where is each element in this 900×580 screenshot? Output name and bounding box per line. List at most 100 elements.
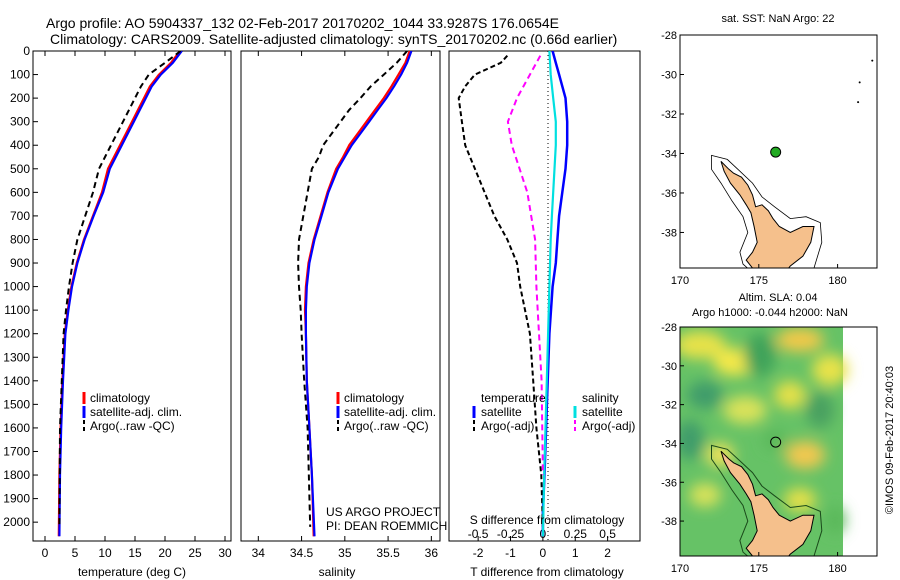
sst-map-xtick-label: 180 bbox=[828, 275, 846, 287]
argo-marker bbox=[770, 436, 782, 448]
temperature-ytick-label: 2000 bbox=[3, 515, 30, 529]
temperature-ytick-label: 200 bbox=[10, 91, 30, 105]
sst-map-ytick-label: -34 bbox=[661, 148, 677, 160]
sst-map-xtick-label: 175 bbox=[750, 275, 768, 287]
temperature-yticks: 0 100 200 300 400 500 600 700 800 900 1000 1100 1200… bbox=[3, 44, 38, 529]
legend-label-climatology: climatology bbox=[344, 391, 404, 405]
sst-map-ytick-label: -32 bbox=[661, 109, 677, 121]
sst-map-ytick-label: -38 bbox=[661, 227, 677, 239]
sla-map-xtick-label: 175 bbox=[750, 563, 768, 575]
temperature-xtick-label: 25 bbox=[188, 546, 202, 560]
credit-pi: PI: DEAN ROEMMICH bbox=[326, 519, 447, 533]
sst-map-frame bbox=[679, 34, 878, 269]
kermadec-island bbox=[871, 59, 874, 62]
legend-label-satellite: satellite-adj. clim. bbox=[344, 405, 436, 419]
difference-xtick-label-S: -0.25 bbox=[497, 527, 525, 541]
sla-map-frame bbox=[679, 326, 878, 557]
argo-line bbox=[297, 51, 408, 527]
temperature-ytick-label: 1200 bbox=[3, 327, 30, 341]
sla-blob bbox=[744, 333, 776, 377]
legend-label-t-argo: Argo(-adj) bbox=[481, 419, 534, 433]
temperature-ytick-label: 1700 bbox=[3, 444, 30, 458]
sla-map-xtick-label: 180 bbox=[828, 563, 846, 575]
salinity-xtick-label: 35.5 bbox=[376, 546, 400, 560]
difference-xtick-label-S: -0.5 bbox=[468, 527, 489, 541]
sla-blob bbox=[689, 483, 721, 507]
temperature-ytick-label: 300 bbox=[10, 115, 30, 129]
climatology-line bbox=[303, 51, 411, 537]
temperature-ytick-label: 1500 bbox=[3, 397, 30, 411]
difference-xlabel-S: S difference from climatology bbox=[470, 513, 625, 527]
difference-xtick-label-T: 0 bbox=[540, 546, 547, 560]
sla-blob bbox=[723, 396, 767, 424]
sla-blob bbox=[774, 381, 806, 409]
sla-blob bbox=[680, 331, 726, 359]
t-argo-line bbox=[457, 55, 544, 527]
sla-map-ytick-label: -38 bbox=[661, 516, 677, 528]
legend-label-climatology: climatology bbox=[90, 391, 150, 405]
difference-xlabel-T: T difference from climatology bbox=[470, 565, 624, 579]
temperature-ytick-label: 1600 bbox=[3, 421, 30, 435]
legend-label-t-satellite: satellite bbox=[481, 405, 522, 419]
kermadec-island bbox=[858, 81, 861, 84]
salinity-xticks: 34 34.5 35 35.5 36 bbox=[252, 51, 438, 560]
satellite-line bbox=[58, 51, 183, 537]
climatology-line bbox=[57, 51, 181, 537]
sla-blob bbox=[825, 506, 845, 534]
salinity-xtick-label: 34 bbox=[252, 546, 266, 560]
legend-label-s-satellite: satellite bbox=[582, 405, 623, 419]
temperature-xtick-label: 20 bbox=[158, 546, 172, 560]
temperature-xlabel: temperature (deg C) bbox=[78, 565, 186, 579]
temperature-ytick-label: 900 bbox=[10, 256, 30, 270]
difference-xtick-label-S: 0.25 bbox=[564, 527, 588, 541]
temperature-ytick-label: 1900 bbox=[3, 492, 30, 506]
sla-blob bbox=[763, 430, 787, 450]
temperature-ytick-label: 700 bbox=[10, 209, 30, 223]
temperature-ytick-label: 400 bbox=[10, 138, 30, 152]
temperature-xtick-label: 10 bbox=[98, 546, 112, 560]
temperature-frame bbox=[32, 50, 232, 542]
salinity-panel: 34 34.5 35 35.5 36 salinity climatology sate… bbox=[240, 50, 447, 579]
sla-map-title2: Argo h1000: -0.044 h2000: NaN bbox=[692, 307, 848, 319]
temperature-ytick-label: 600 bbox=[10, 185, 30, 199]
sla-map-xtick-label: 170 bbox=[671, 563, 689, 575]
salinity-lines bbox=[297, 51, 413, 537]
temperature-ytick-label: 1100 bbox=[4, 303, 30, 317]
temperature-ytick-label: 1400 bbox=[3, 374, 30, 388]
legend-title-salinity: salinity bbox=[582, 391, 619, 405]
satellite-line bbox=[304, 51, 413, 537]
salinity-frame bbox=[240, 50, 441, 542]
sst-map-land bbox=[711, 59, 874, 268]
difference-xtick-label-T: 1 bbox=[572, 546, 579, 560]
argo-line bbox=[58, 51, 182, 527]
legend-title-temperature: temperature bbox=[481, 391, 546, 405]
sla-blob bbox=[784, 488, 816, 512]
sla-map-ytick-label: -32 bbox=[661, 400, 677, 412]
temperature-ytick-label: 500 bbox=[10, 162, 30, 176]
sla-map-panel: Altim. SLA: 0.04 Argo h1000: -0.044 h200… bbox=[661, 292, 878, 575]
temperature-xtick-label: 5 bbox=[72, 546, 79, 560]
temperature-ytick-label: 1300 bbox=[3, 350, 30, 364]
credit-project: US ARGO PROJECT bbox=[326, 505, 441, 519]
sst-map-ytick-label: -30 bbox=[661, 69, 677, 81]
difference-frame bbox=[448, 50, 641, 542]
temperature-xticks: 0 5 10 15 20 25 30 bbox=[42, 51, 232, 560]
legend-label-argo: Argo(..raw -QC) bbox=[344, 419, 429, 433]
temperature-lines bbox=[57, 51, 183, 537]
difference-lines bbox=[457, 51, 569, 537]
sla-map-ytick-label: -34 bbox=[661, 438, 677, 450]
sla-map-ytick-label: -36 bbox=[661, 477, 677, 489]
difference-xtick-label-T: -1 bbox=[505, 546, 516, 560]
sla-blob bbox=[806, 392, 834, 428]
difference-legend: temperature satellite Argo(-adj) salinit… bbox=[472, 391, 635, 433]
sla-blob bbox=[785, 441, 825, 469]
header-line2: Climatology: CARS2009. Satellite-adjuste… bbox=[50, 31, 617, 47]
temperature-legend: climatology satellite-adj. clim. Argo(..… bbox=[82, 391, 182, 433]
difference-xtick-label-T: 2 bbox=[604, 546, 611, 560]
difference-xtick-label-S: 0.5 bbox=[599, 527, 616, 541]
temperature-xtick-label: 0 bbox=[42, 546, 49, 560]
header-line1: Argo profile: AO 5904337_132 02-Feb-2017… bbox=[46, 15, 559, 31]
temperature-ytick-label: 800 bbox=[10, 232, 30, 246]
imos-credit: ©IMOS 09-Feb-2017 20:40:03 bbox=[884, 366, 896, 514]
temperature-panel: 0 5 10 15 20 25 30 0 100 200 300 400 500 600 700 800 90… bbox=[3, 44, 232, 579]
